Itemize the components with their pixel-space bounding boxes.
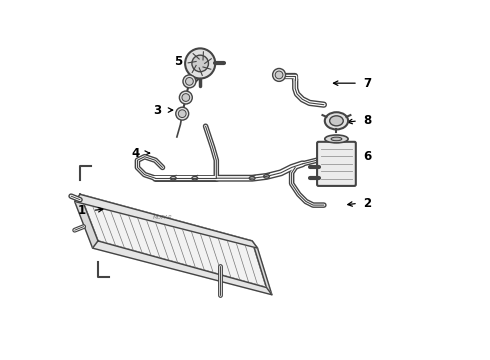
Ellipse shape [331, 137, 342, 141]
Circle shape [186, 77, 193, 85]
Ellipse shape [325, 135, 348, 143]
Polygon shape [93, 241, 272, 295]
FancyBboxPatch shape [317, 142, 356, 186]
Text: 4: 4 [131, 147, 140, 159]
Circle shape [178, 110, 186, 117]
Text: 1: 1 [78, 204, 86, 217]
Circle shape [192, 55, 208, 72]
Polygon shape [80, 194, 267, 288]
Circle shape [272, 68, 286, 81]
Polygon shape [252, 241, 272, 295]
Circle shape [182, 94, 190, 102]
Circle shape [176, 107, 189, 120]
Ellipse shape [330, 116, 343, 126]
Text: 3: 3 [153, 104, 161, 117]
Polygon shape [74, 194, 258, 248]
Circle shape [275, 71, 283, 79]
Text: 2: 2 [363, 197, 371, 210]
Text: MOPAR: MOPAR [152, 215, 172, 220]
Circle shape [183, 75, 196, 88]
Ellipse shape [325, 112, 348, 130]
Text: 6: 6 [363, 150, 371, 163]
Circle shape [185, 48, 215, 78]
Text: 8: 8 [363, 114, 371, 127]
Text: 5: 5 [174, 55, 183, 68]
Circle shape [179, 91, 192, 104]
Text: 7: 7 [363, 77, 371, 90]
Polygon shape [74, 194, 98, 248]
